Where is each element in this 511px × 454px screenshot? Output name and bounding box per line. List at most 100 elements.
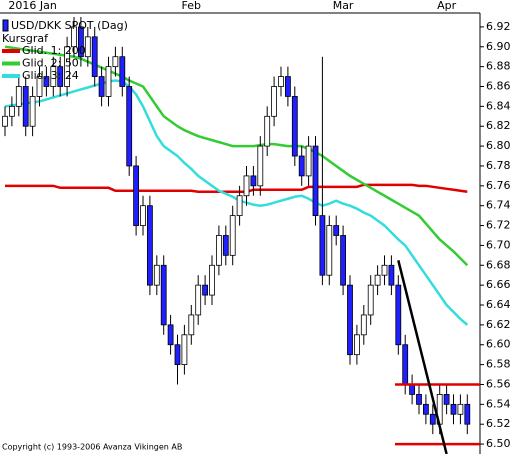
candle-body [209, 264, 215, 296]
candle-body [450, 403, 457, 415]
candle-body [347, 284, 353, 356]
candle-body [457, 403, 464, 415]
candle-body [278, 76, 284, 87]
candle-body [78, 26, 84, 58]
candle-body [264, 115, 271, 147]
candle-body [257, 145, 264, 187]
candle-body [195, 284, 202, 316]
y-tick-label: 6.90 [486, 40, 511, 53]
candle-body [50, 66, 57, 87]
legend-label: Glid. 1: 200 [22, 44, 86, 57]
y-tick-label: 6.70 [486, 238, 511, 251]
candle-body [71, 26, 77, 48]
moving-average-line [5, 183, 468, 194]
candle-body [340, 235, 347, 286]
candle-body [422, 403, 429, 415]
candle-body [326, 225, 333, 276]
candle-body [188, 314, 195, 336]
y-tick-label: 6.62 [486, 318, 511, 331]
candle-body [367, 284, 374, 316]
candle-body [126, 86, 133, 167]
candle-body [43, 76, 50, 87]
candle-body [374, 274, 381, 286]
candle-body [133, 165, 140, 226]
candle-body [298, 155, 305, 177]
trend-line [397, 260, 448, 454]
y-tick-label: 6.76 [486, 179, 511, 192]
plot-area [2, 16, 480, 454]
candle-body [181, 334, 188, 366]
candle-body [250, 175, 257, 187]
candle-body [312, 145, 319, 217]
x-tick-label: 2016 Jan [8, 0, 56, 12]
candle-body [84, 36, 91, 58]
candle-body [319, 215, 326, 276]
candle-body [284, 76, 291, 97]
candle-body [443, 394, 450, 405]
candle-body [353, 334, 360, 356]
x-tick-label: Apr [437, 0, 457, 12]
legend: USD/DKK SPOT (Dag) Kursgraf Glid. 1: 200… [2, 19, 128, 82]
candle-body [464, 403, 471, 425]
candle-body [22, 86, 29, 127]
candle-body [174, 344, 181, 366]
y-tick-label: 6.88 [486, 60, 511, 73]
candle-body [271, 86, 278, 117]
candle-body [140, 205, 146, 226]
y-tick-label: 6.92 [486, 20, 511, 33]
candle-body [416, 394, 422, 405]
candle-body [36, 76, 43, 97]
candle-body [15, 86, 22, 107]
y-tick-label: 6.68 [486, 258, 511, 271]
y-tick-label: 6.60 [486, 338, 511, 351]
legend-candle-icon [2, 19, 9, 32]
candle-body [153, 264, 160, 286]
y-tick-label: 6.64 [486, 298, 511, 311]
candle-body [402, 344, 409, 385]
candle-body [98, 76, 105, 97]
candle-body [229, 215, 236, 256]
candle-body [243, 175, 250, 197]
y-tick-label: 6.66 [486, 278, 511, 291]
y-tick-label: 6.54 [486, 397, 511, 410]
y-tick-label: 6.82 [486, 119, 511, 132]
y-tick-label: 6.80 [486, 139, 511, 152]
candle-body [222, 235, 229, 256]
copyright: Copyright (c) 1993-2006 Avanza Vikingen … [2, 443, 182, 452]
candle-body [29, 96, 36, 127]
candle-body [215, 235, 222, 266]
y-tick-label: 6.86 [486, 80, 511, 93]
moving-average-line [4, 45, 469, 267]
candle-body [119, 56, 126, 87]
candle-body [91, 36, 98, 77]
candle-body [202, 284, 209, 296]
candle-body [146, 205, 153, 286]
moving-average-line [4, 79, 469, 326]
candle-body [388, 264, 395, 286]
candle-body [333, 225, 340, 236]
x-tick-label: Mar [333, 0, 354, 12]
y-tick-label: 6.84 [486, 99, 511, 112]
y-tick-label: 6.74 [486, 199, 511, 212]
candle-body [167, 324, 174, 346]
candle-body [395, 284, 402, 346]
legend-label: Glid. 2: 50 [22, 57, 79, 70]
candle-body [105, 66, 112, 97]
candle-body [112, 56, 119, 68]
chart-subtitle: Kursgraf [2, 32, 49, 45]
candle-body [409, 384, 416, 395]
candle-body [291, 96, 298, 157]
candle-body [2, 115, 8, 127]
y-tick-label: 6.78 [486, 159, 511, 172]
candle-body [360, 314, 367, 336]
candle-body [429, 413, 436, 425]
candle-body [64, 46, 70, 87]
candle-body [160, 264, 167, 326]
y-tick-label: 6.72 [486, 219, 511, 232]
candle-body [381, 264, 388, 276]
y-tick-label: 6.52 [486, 417, 511, 430]
legend-label: Glid. 3: 24 [22, 69, 79, 82]
candle-body [57, 66, 64, 87]
